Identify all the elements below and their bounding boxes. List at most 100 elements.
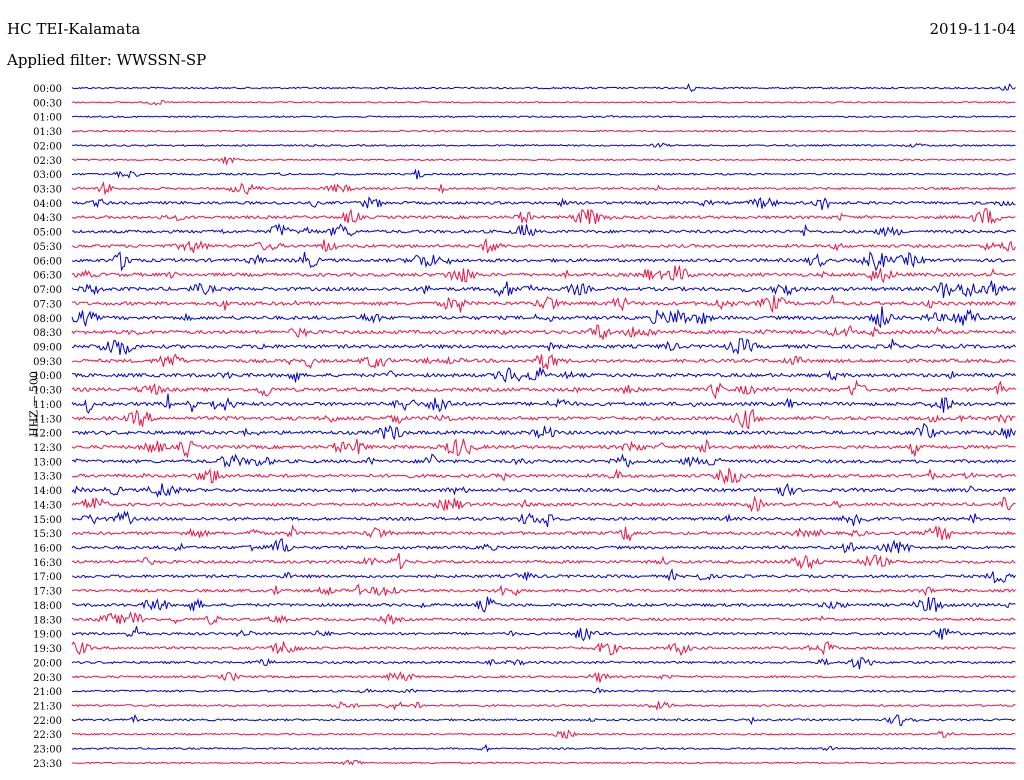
time-tick-label: 05:30 <box>33 242 62 253</box>
seismic-trace <box>71 82 1016 93</box>
seismic-trace <box>71 610 1016 625</box>
time-tick-label: 13:00 <box>33 457 62 468</box>
seismic-trace <box>71 671 1016 683</box>
time-tick-label: 18:30 <box>33 615 62 626</box>
seismic-trace <box>71 422 1016 441</box>
time-tick-label: 04:30 <box>33 213 62 224</box>
time-tick-label: 08:00 <box>33 314 62 325</box>
time-tick-label: 23:00 <box>33 745 62 756</box>
seismic-trace <box>71 353 1016 370</box>
station-title: HC TEI-Kalamata <box>7 20 141 38</box>
seismic-trace <box>71 524 1016 543</box>
date-label: 2019-11-04 <box>929 20 1016 38</box>
time-tick-label: 01:30 <box>33 127 62 138</box>
time-tick-label: 15:00 <box>33 515 62 526</box>
time-tick-label: 21:00 <box>33 687 62 698</box>
seismic-trace <box>71 408 1016 430</box>
seismic-trace <box>71 338 1016 356</box>
seismic-trace <box>71 294 1016 314</box>
time-tick-label: 03:30 <box>33 185 62 196</box>
time-tick-label: 23:30 <box>33 759 62 770</box>
time-tick-label: 07:30 <box>33 299 62 310</box>
seismic-trace <box>71 701 1016 712</box>
time-tick-label: 04:00 <box>33 199 62 210</box>
seismic-trace <box>71 393 1016 414</box>
seismic-trace <box>71 379 1016 400</box>
time-tick-label: 06:00 <box>33 256 62 267</box>
time-tick-label: 02:30 <box>33 156 62 167</box>
seismic-trace <box>71 759 1016 766</box>
time-tick-label: 10:30 <box>33 386 62 397</box>
seismic-trace <box>71 438 1016 459</box>
time-tick-label: 07:00 <box>33 285 62 296</box>
time-tick-label: 08:30 <box>33 328 62 339</box>
seismic-trace <box>71 467 1016 485</box>
seismic-trace <box>71 713 1016 727</box>
time-tick-label: 01:00 <box>33 113 62 124</box>
time-tick-label: 16:30 <box>33 558 62 569</box>
time-tick-label: 21:30 <box>33 701 62 712</box>
seismic-trace <box>71 596 1016 613</box>
time-tick-label: 19:30 <box>33 644 62 655</box>
seismic-trace <box>71 453 1016 469</box>
time-tick-label: 05:00 <box>33 228 62 239</box>
time-tick-label: 14:00 <box>33 486 62 497</box>
time-tick-label: 09:00 <box>33 342 62 353</box>
seismic-trace <box>71 552 1016 570</box>
filter-label: Applied filter: WWSSN-SP <box>7 51 207 69</box>
seismic-trace <box>72 142 1016 148</box>
time-tick-label: 17:30 <box>33 587 62 598</box>
seismic-trace <box>71 687 1016 694</box>
time-tick-label: 12:30 <box>33 443 62 454</box>
seismic-trace <box>71 196 1016 211</box>
time-tick-label: 22:30 <box>33 730 62 741</box>
time-tick-label: 06:30 <box>33 271 62 282</box>
seismic-trace <box>71 657 1016 670</box>
time-tick-label: 12:00 <box>33 429 62 440</box>
seismic-trace <box>71 237 1016 254</box>
seismic-trace <box>71 743 1016 753</box>
seismic-trace <box>71 495 1016 513</box>
time-tick-label: 20:30 <box>33 673 62 684</box>
seismic-trace <box>72 156 1016 166</box>
time-tick-label: 17:00 <box>33 572 62 583</box>
seismic-trace <box>71 626 1016 642</box>
seismic-trace <box>71 729 1016 740</box>
seismic-trace <box>71 99 1016 106</box>
seismic-trace <box>71 583 1016 597</box>
time-tick-label: 22:00 <box>33 716 62 727</box>
time-tick-label: 10:00 <box>33 371 62 382</box>
seismic-trace <box>71 114 1016 119</box>
seismic-trace <box>71 129 1016 134</box>
time-tick-label: 00:30 <box>33 98 62 109</box>
seismic-trace <box>71 306 1016 329</box>
time-tick-label: 03:00 <box>33 170 62 181</box>
seismic-trace <box>71 324 1016 341</box>
seismic-trace <box>71 264 1016 284</box>
time-tick-label: 11:00 <box>33 400 62 411</box>
seismic-trace <box>71 180 1016 196</box>
time-tick-label: 19:00 <box>33 630 62 641</box>
time-tick-label: 11:30 <box>33 414 62 425</box>
seismic-trace <box>72 168 1016 180</box>
seismic-trace <box>71 280 1016 298</box>
time-tick-label: 09:30 <box>33 357 62 368</box>
seismic-trace <box>71 510 1016 528</box>
time-tick-label: 15:30 <box>33 529 62 540</box>
seismic-trace <box>71 251 1016 272</box>
seismic-trace <box>71 367 1016 383</box>
seismic-trace <box>71 207 1016 225</box>
time-tick-label: 02:00 <box>33 141 62 152</box>
seismic-trace <box>71 641 1016 657</box>
seismic-trace <box>71 482 1016 498</box>
time-tick-label: 14:30 <box>33 500 62 511</box>
time-tick-label: 16:00 <box>33 544 62 555</box>
time-tick-label: 13:30 <box>33 472 62 483</box>
time-tick-label: 00:00 <box>33 84 62 95</box>
time-tick-label: 18:00 <box>33 601 62 612</box>
seismic-trace <box>71 537 1016 554</box>
seismic-trace <box>71 568 1016 584</box>
seismic-trace <box>71 222 1016 238</box>
time-tick-label: 20:00 <box>33 658 62 669</box>
